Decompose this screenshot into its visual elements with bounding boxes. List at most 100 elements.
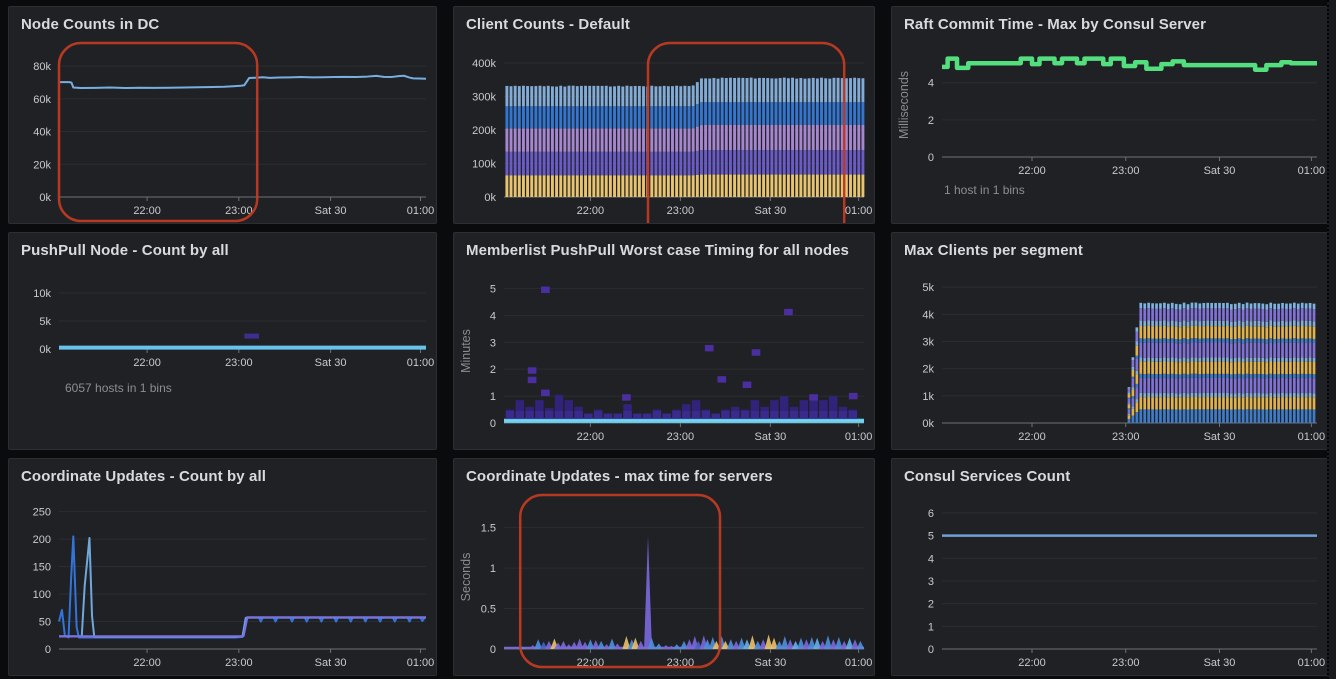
- panel-title[interactable]: Coordinate Updates - Count by all: [21, 467, 266, 485]
- coordinate-count-chart[interactable]: 0 50 100 150 200 250 22:00 23:00 Sat 30 01:00: [9, 493, 436, 675]
- svg-text:22:00: 22:00: [133, 357, 161, 369]
- svg-text:22:00: 22:00: [1018, 431, 1046, 443]
- svg-text:Seconds: Seconds: [459, 553, 473, 602]
- svg-text:22:00: 22:00: [577, 431, 605, 443]
- panel-title[interactable]: Max Clients per segment: [904, 241, 1084, 259]
- panel-title[interactable]: Consul Services Count: [904, 467, 1071, 485]
- panel-header[interactable]: Client Counts - Default: [454, 7, 874, 41]
- panel-header[interactable]: Raft Commit Time - Max by Consul Server: [892, 7, 1327, 41]
- svg-text:Milliseconds: Milliseconds: [897, 71, 911, 139]
- svg-text:250: 250: [33, 507, 51, 519]
- plot-area: 0 50 100 150 200 250 22:00 23:00 Sat 30 01:00: [9, 493, 436, 675]
- svg-text:1: 1: [928, 621, 934, 633]
- svg-text:4: 4: [928, 78, 934, 90]
- panel-title[interactable]: Node Counts in DC: [21, 15, 160, 33]
- svg-text:3: 3: [928, 576, 934, 588]
- panel-pushpull-node-count: PushPull Node - Count by all 0k 5k 10k 22:0…: [8, 232, 437, 450]
- panel-client-counts-default: Client Counts - Default 0k 100k 200k 300k 40…: [453, 6, 875, 224]
- svg-text:22:00: 22:00: [1018, 657, 1046, 669]
- svg-text:23:00: 23:00: [1112, 165, 1140, 177]
- svg-text:0k: 0k: [484, 192, 496, 204]
- svg-text:50: 50: [39, 617, 51, 629]
- svg-text:4k: 4k: [922, 309, 934, 321]
- memberlist-timing-heatmap[interactable]: 0 1 2 3 4 5 22:00 23:00 Sat 30 01:00 Minutes: [454, 267, 874, 449]
- client-counts-chart[interactable]: 0k 100k 200k 300k 400k 22:00 23:00 Sat 30 01:00: [454, 41, 874, 223]
- plot-area: 0k 20k 40k 60k 80k 22:00 23:00 Sat 30 01:00: [9, 41, 436, 223]
- svg-text:01:00: 01:00: [407, 205, 435, 217]
- svg-text:23:00: 23:00: [667, 205, 695, 217]
- svg-text:Sat 30: Sat 30: [315, 205, 347, 217]
- plot-area: 0k 1k 2k 3k 4k 5k 22:00 23:00 Sat 30 01:00: [892, 267, 1327, 449]
- svg-text:Sat 30: Sat 30: [1204, 165, 1236, 177]
- svg-text:2: 2: [490, 364, 496, 376]
- bin-count-note: 1 host in 1 bins: [944, 183, 1025, 197]
- svg-text:0: 0: [928, 152, 934, 164]
- svg-text:22:00: 22:00: [133, 205, 161, 217]
- svg-text:0k: 0k: [922, 418, 934, 430]
- svg-text:200: 200: [33, 534, 51, 546]
- panel-header[interactable]: Coordinate Updates - Count by all: [9, 459, 436, 493]
- plot-area: 0 2 4 22:00 23:00 Sat 30 01:00 Milliseconds 1 h…: [892, 41, 1327, 223]
- panel-title[interactable]: PushPull Node - Count by all: [21, 241, 229, 259]
- svg-text:3k: 3k: [922, 336, 934, 348]
- panel-header[interactable]: Memberlist PushPull Worst case Timing fo…: [454, 233, 874, 267]
- panel-title[interactable]: Raft Commit Time - Max by Consul Server: [904, 15, 1207, 33]
- panel-header[interactable]: Consul Services Count: [892, 459, 1327, 493]
- max-clients-chart[interactable]: 0k 1k 2k 3k 4k 5k 22:00 23:00 Sat 30 01:00: [892, 267, 1327, 449]
- svg-text:0.5: 0.5: [481, 604, 496, 616]
- svg-text:23:00: 23:00: [1112, 431, 1140, 443]
- panel-raft-commit-time: Raft Commit Time - Max by Consul Server …: [891, 6, 1328, 224]
- panel-header[interactable]: Node Counts in DC: [9, 7, 436, 41]
- svg-text:4: 4: [928, 553, 934, 565]
- svg-text:0: 0: [45, 644, 51, 656]
- svg-text:1k: 1k: [922, 391, 934, 403]
- panel-title[interactable]: Coordinate Updates - max time for server…: [466, 467, 773, 485]
- svg-text:23:00: 23:00: [1112, 657, 1140, 669]
- svg-text:Minutes: Minutes: [459, 329, 473, 373]
- plot-area: 0 0.5 1 1.5 22:00 23:00 Sat 30 01:00 Seconds: [454, 493, 874, 675]
- services-count-chart[interactable]: 0 1 2 3 4 5 6 22:00 23:00 Sat 30 01:00: [892, 493, 1327, 675]
- svg-text:22:00: 22:00: [133, 657, 161, 669]
- svg-text:10k: 10k: [33, 288, 51, 300]
- svg-text:5: 5: [490, 283, 496, 295]
- bin-count-note: 6057 hosts in 1 bins: [65, 381, 172, 395]
- panel-max-clients-per-segment: Max Clients per segment 0k 1k 2k 3k 4k 5k 22:0…: [891, 232, 1328, 450]
- dashboard-edge: [1327, 0, 1336, 679]
- panel-header[interactable]: Coordinate Updates - max time for server…: [454, 459, 874, 493]
- svg-text:400k: 400k: [472, 58, 496, 70]
- svg-text:Sat 30: Sat 30: [754, 205, 786, 217]
- svg-text:60k: 60k: [33, 94, 51, 106]
- svg-text:Sat 30: Sat 30: [315, 357, 347, 369]
- svg-text:100k: 100k: [472, 159, 496, 171]
- raft-commit-chart[interactable]: 0 2 4 22:00 23:00 Sat 30 01:00 Milliseconds: [892, 41, 1327, 223]
- panel-title[interactable]: Memberlist PushPull Worst case Timing fo…: [466, 241, 849, 259]
- svg-text:0: 0: [490, 418, 496, 430]
- panel-node-counts-in-dc: Node Counts in DC 0k 20k 40k 60k 80k 22:00 23:…: [8, 6, 437, 224]
- svg-text:2: 2: [928, 115, 934, 127]
- plot-area: 0k 100k 200k 300k 400k 22:00 23:00 Sat 30 01:00: [454, 41, 874, 223]
- svg-text:23:00: 23:00: [225, 205, 253, 217]
- panel-header[interactable]: Max Clients per segment: [892, 233, 1327, 267]
- node-counts-chart[interactable]: 0k 20k 40k 60k 80k 22:00 23:00 Sat 30 01:00: [9, 41, 436, 223]
- svg-text:01:00: 01:00: [407, 357, 435, 369]
- svg-text:01:00: 01:00: [845, 431, 873, 443]
- svg-text:Sat 30: Sat 30: [315, 657, 347, 669]
- svg-text:1.5: 1.5: [481, 523, 496, 535]
- svg-text:01:00: 01:00: [845, 657, 873, 669]
- svg-text:01:00: 01:00: [1298, 165, 1326, 177]
- svg-text:Sat 30: Sat 30: [754, 657, 786, 669]
- panel-consul-services-count: Consul Services Count 0 1 2 3 4 5 6 22:00 23:00 S…: [891, 458, 1328, 676]
- pushpull-count-chart[interactable]: 0k 5k 10k 22:00 23:00 Sat 30 01:00: [9, 267, 436, 449]
- svg-text:150: 150: [33, 562, 51, 574]
- svg-text:1: 1: [490, 563, 496, 575]
- svg-text:4: 4: [490, 310, 496, 322]
- svg-text:22:00: 22:00: [577, 205, 605, 217]
- svg-text:80k: 80k: [33, 61, 51, 73]
- panel-header[interactable]: PushPull Node - Count by all: [9, 233, 436, 267]
- panel-title[interactable]: Client Counts - Default: [466, 15, 630, 33]
- svg-text:0: 0: [490, 644, 496, 656]
- plot-area: 0 1 2 3 4 5 6 22:00 23:00 Sat 30 01:00: [892, 493, 1327, 675]
- panel-memberlist-pushpull-timing: Memberlist PushPull Worst case Timing fo…: [453, 232, 875, 450]
